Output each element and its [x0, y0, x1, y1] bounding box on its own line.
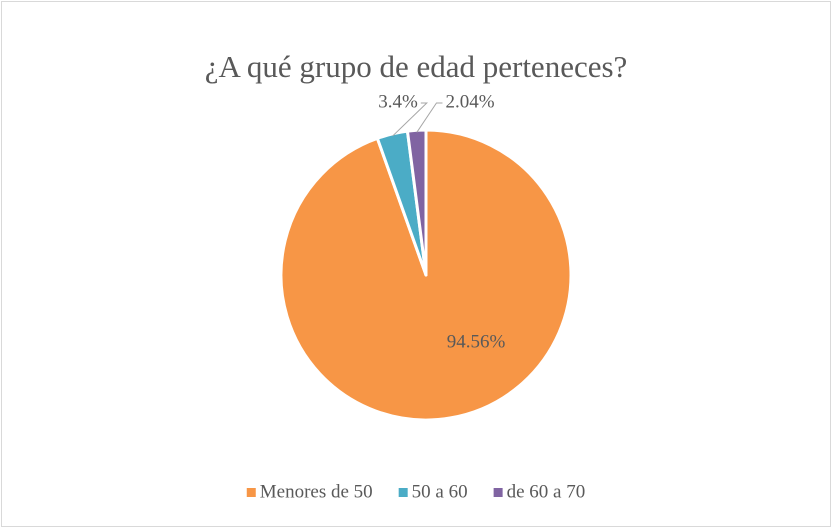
leader-line — [392, 102, 429, 137]
legend: Menores de 50 50 a 60 de 60 a 70 — [246, 481, 586, 502]
data-label: 3.4% — [378, 91, 418, 112]
legend-label: de 60 a 70 — [507, 481, 586, 502]
data-label: 2.04% — [445, 91, 494, 112]
data-label: 94.56% — [447, 331, 506, 352]
legend-swatch — [246, 488, 256, 497]
chart-title: ¿A qué grupo de edad perteneces? — [205, 49, 628, 84]
leader-line — [416, 102, 443, 133]
legend-label: Menores de 50 — [260, 481, 373, 502]
legend-swatch — [398, 488, 408, 497]
legend-label: 50 a 60 — [412, 481, 468, 502]
legend-swatch — [493, 488, 503, 497]
pie-slice — [405, 128, 428, 277]
pie-slice — [279, 128, 573, 422]
